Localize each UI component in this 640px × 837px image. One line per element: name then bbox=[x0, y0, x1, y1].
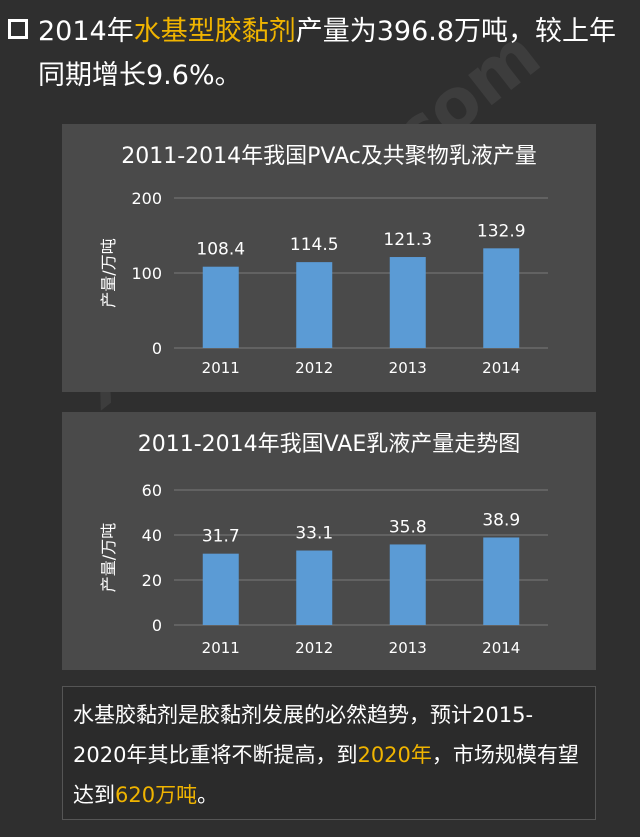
headline-highlight: 水基型胶黏剂 bbox=[133, 16, 296, 47]
x-tick-label: 2013 bbox=[389, 639, 427, 657]
x-tick-label: 2014 bbox=[482, 359, 520, 377]
headline: 2014年水基型胶黏剂产量为396.8万吨，较上年同期增长9.6%。 bbox=[38, 10, 628, 98]
bar bbox=[389, 544, 426, 625]
y-tick-label: 0 bbox=[152, 339, 162, 358]
x-tick-label: 2013 bbox=[389, 359, 427, 377]
chart-vae: 0 20 40 60 产量/万吨 31.7 2011 33.1 2012 35.8 2013 38.9… bbox=[99, 481, 548, 657]
data-label: 31.7 bbox=[202, 527, 240, 547]
data-label: 108.4 bbox=[196, 240, 245, 260]
y-tick-label: 60 bbox=[142, 481, 162, 500]
y-tick-label: 40 bbox=[142, 526, 162, 545]
bar bbox=[483, 537, 520, 625]
headline-suffix: 产量为396.8万吨，较上年同期增长9.6%。 bbox=[38, 16, 617, 91]
chart-title: 2011-2014年我国VAE乳液产量走势图 bbox=[137, 432, 521, 457]
bar bbox=[483, 248, 520, 348]
data-label: 38.9 bbox=[482, 510, 520, 530]
bar bbox=[296, 262, 333, 348]
y-axis-label: 产量/万吨 bbox=[99, 523, 118, 592]
data-label: 33.1 bbox=[295, 524, 333, 544]
bar bbox=[296, 550, 333, 625]
note-highlight-year: 2020年 bbox=[357, 743, 432, 767]
data-label: 35.8 bbox=[389, 517, 427, 537]
y-tick-label: 0 bbox=[152, 616, 162, 635]
data-label: 132.9 bbox=[477, 221, 526, 241]
bullet-square-icon bbox=[8, 19, 28, 39]
chart-pvac: 0 100 200 产量/万吨 108.4 2011 114.5 2012 121.3 2013 1… bbox=[99, 189, 548, 377]
chart-panel-vae: 2011-2014年我国VAE乳液产量走势图 0 20 40 60 产量/万吨 31.7 2… bbox=[62, 412, 596, 670]
y-tick-label: 20 bbox=[142, 571, 162, 590]
x-tick-label: 2012 bbox=[295, 639, 333, 657]
x-tick-label: 2011 bbox=[202, 359, 240, 377]
x-tick-label: 2014 bbox=[482, 639, 520, 657]
bar bbox=[202, 266, 239, 348]
bar bbox=[389, 257, 426, 348]
data-label: 121.3 bbox=[383, 230, 432, 250]
y-axis-label: 产量/万吨 bbox=[99, 238, 118, 307]
x-tick-label: 2012 bbox=[295, 359, 333, 377]
data-label: 114.5 bbox=[290, 235, 339, 255]
note-text-3: 。 bbox=[197, 783, 219, 807]
note-highlight-amount: 620万吨 bbox=[115, 783, 198, 807]
chart-title: 2011-2014年我国PVAc及共聚物乳液产量 bbox=[121, 144, 537, 169]
chart-panel-pvac: 2011-2014年我国PVAc及共聚物乳液产量 0 100 200 产量/万吨 108… bbox=[62, 124, 596, 392]
y-tick-label: 100 bbox=[131, 264, 162, 283]
note-text-1: 水基胶黏剂是胶黏剂发展的必然趋势，预计2015-2020年其比重将不断提高，到 bbox=[73, 703, 534, 767]
headline-prefix: 2014年 bbox=[38, 16, 134, 47]
bar bbox=[202, 553, 239, 625]
note-text-2: ，市场规模有望达到 bbox=[73, 743, 579, 807]
summary-note: 水基胶黏剂是胶黏剂发展的必然趋势，预计2015-2020年其比重将不断提高，到2… bbox=[62, 686, 596, 820]
x-tick-label: 2011 bbox=[202, 639, 240, 657]
y-tick-label: 200 bbox=[131, 189, 162, 208]
